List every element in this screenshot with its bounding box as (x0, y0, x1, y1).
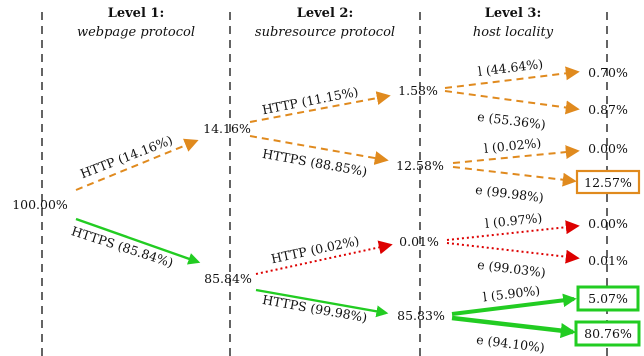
edge-label-root-http: HTTP (14.16%) (78, 132, 175, 181)
edge-label-ss-e: e (94.10%) (475, 332, 545, 355)
edge-https-https (255, 288, 389, 318)
edge-label-root-https: HTTPS (85.84%) (70, 223, 176, 270)
header-level-1-title: Level 1: (108, 6, 165, 21)
edge-label-http-https: HTTPS (88.85%) (261, 146, 368, 179)
leaf-hs-e-highlight-box (575, 169, 641, 195)
leaf-hs-e: 12.57% (584, 175, 632, 190)
header-level-1-subtitle: webpage protocol (77, 25, 195, 40)
leaf-ss-e: 80.76% (584, 326, 632, 341)
leaf-sh-e: 0.01% (588, 253, 628, 268)
edge-root-https (75, 217, 201, 265)
edge-label-sh-l: l (0.97%) (484, 210, 543, 231)
edge-hh-l (444, 66, 580, 89)
edge-ss-l (451, 293, 577, 316)
edge-label-sh-e: e (99.03%) (476, 257, 546, 280)
edge-hs-e (452, 166, 577, 187)
edge-label-hh-e: e (55.36%) (476, 109, 546, 132)
edge-hs-l (452, 145, 580, 164)
edge-sh-e (446, 242, 580, 264)
node-root: 100.00% (12, 197, 68, 212)
header-level-2-title: Level 2: (297, 6, 354, 21)
leaf-hh-e: 0.87% (588, 102, 628, 117)
header-level-3-title: Level 3: (485, 6, 542, 21)
leaf-ss-e-highlight-box (574, 320, 641, 347)
leaf-hs-l: 0.00% (588, 141, 628, 156)
leaf-ss-l-highlight-box (576, 285, 640, 312)
leaf-ss-l: 5.07% (588, 291, 628, 306)
node-l2-https-https: 85.83% (397, 308, 445, 323)
edge-label-http-http: HTTP (11.15%) (261, 84, 360, 117)
node-l2-http-https: 12.58% (396, 158, 444, 173)
edge-label-hh-l: l (44.64%) (477, 56, 544, 79)
edge-label-hs-l: l (0.02%) (483, 135, 542, 156)
header-level-3-subtitle: host locality (473, 25, 554, 40)
node-l1-http: 14.16% (203, 121, 251, 136)
edge-root-http (75, 138, 199, 191)
edge-hh-e (444, 90, 580, 115)
edge-ss-e (451, 315, 577, 339)
node-l1-https: 85.84% (204, 271, 252, 286)
leaf-sh-l: 0.00% (588, 216, 628, 231)
edge-sh-l (446, 220, 580, 241)
node-l2-https-http: 0.01% (399, 234, 439, 249)
edge-label-https-https: HTTPS (99.98%) (261, 292, 368, 325)
edge-label-ss-l: l (5.90%) (482, 283, 541, 305)
edge-label-hs-e: e (99.98%) (474, 182, 544, 205)
node-l2-http-http: 1.58% (398, 83, 438, 98)
level-headers: Level 1: webpage protocol Level 2: subre… (77, 6, 554, 40)
leaf-hh-l: 0.70% (588, 65, 628, 80)
header-level-2-subtitle: subresource protocol (255, 25, 395, 40)
